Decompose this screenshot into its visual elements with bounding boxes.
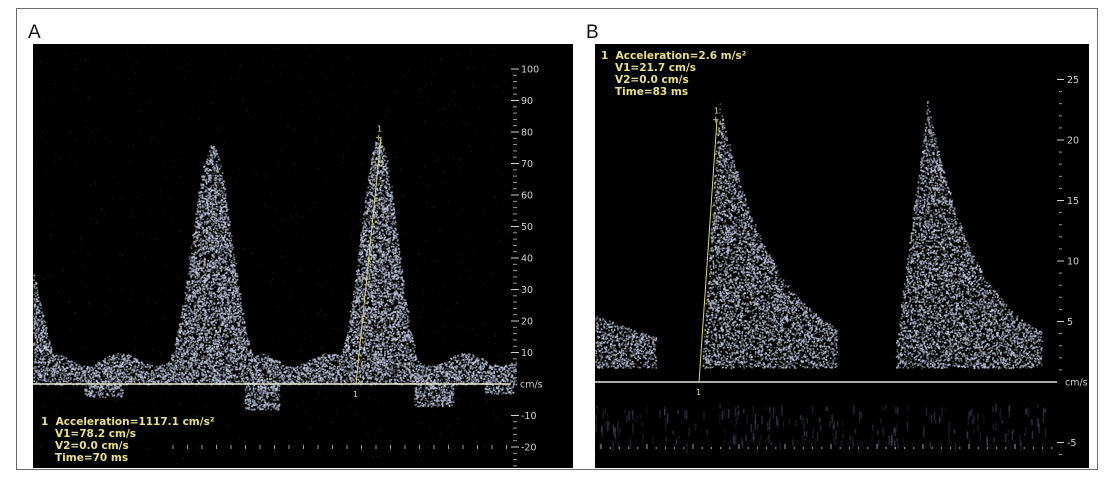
panel-a-time: Time=70 ms — [41, 452, 214, 464]
panel-b-tick-label: 20 — [1067, 136, 1079, 147]
panel-b-tick-label: 25 — [1067, 75, 1079, 86]
panel-a-tick-label: 50 — [521, 222, 533, 233]
panel-a-measurement-index: 1 — [41, 416, 48, 428]
panel-b-time-ticks — [600, 444, 1053, 449]
panel-a-axis-unit: cm/s — [520, 380, 543, 391]
panel-b-start-label: 1 — [696, 388, 701, 397]
panel-a-measurement-readout: 1 Acceleration=1117.1 cm/s² V1=78.2 cm/s… — [41, 416, 214, 464]
panel-a-tick-label: 10 — [521, 348, 533, 359]
panel-a-marker-cross: + — [375, 134, 383, 144]
panel-a-velocity-axis: 100 90 80 70 60 50 40 30 20 10 -10 -20 cm/s — [511, 65, 543, 467]
panel-a-tick-label: 70 — [521, 159, 533, 170]
panel-a-v2: V2=0.0 cm/s — [41, 440, 214, 452]
panel-b-acceleration: Acceleration=2.6 m/s² — [616, 50, 747, 62]
panel-b-tick-label: 5 — [1067, 317, 1073, 328]
panel-a-spectral-waveform — [33, 139, 518, 411]
panel-a-letter: A — [28, 22, 41, 44]
panel-b-tick-label: 10 — [1067, 257, 1079, 268]
panel-a-tick-label: 100 — [521, 65, 539, 76]
panel-a-background-noise — [33, 44, 513, 466]
panel-b-axis-unit: cm/s — [1065, 378, 1088, 389]
panel-b-time: Time=83 ms — [601, 86, 746, 98]
panel-a-tick-label: 30 — [521, 285, 533, 296]
panel-b-measurement-readout: 1 Acceleration=2.6 m/s² V1=21.7 cm/s V2=… — [601, 50, 746, 98]
panel-b-spectral-waveform — [595, 101, 1043, 370]
panel-a-acceleration: Acceleration=1117.1 cm/s² — [56, 416, 215, 428]
panel-b-marker-label: 1 — [714, 106, 719, 115]
panel-b-tick-label: 15 — [1067, 196, 1079, 207]
panel-a-tick-label: 60 — [521, 191, 533, 202]
panel-b-background-noise — [595, 404, 1047, 454]
panel-b-letter: B — [586, 22, 599, 44]
panel-b-velocity-axis: 25 20 15 10 5 -5 cm/s — [1057, 75, 1088, 456]
panel-a-tick-label: 90 — [521, 96, 533, 107]
panel-a-tick-label: 40 — [521, 254, 533, 265]
panel-b-doppler-image: 1 +1 25 20 15 10 5 -5 cm/s 1 Acceleration=2.6 m/… — [595, 44, 1089, 468]
panel-b-tick-label: -5 — [1067, 438, 1076, 449]
panel-b-measurement-index: 1 — [601, 50, 608, 62]
panel-a-doppler-image: 1 +1 100 90 80 70 60 50 40 30 20 10 -10 -20 cm/s 1 Acc… — [33, 44, 573, 468]
panel-a-v1: V1=78.2 cm/s — [41, 428, 214, 440]
panel-a-tick-label: 80 — [521, 128, 533, 139]
panel-a-tick-label: -20 — [521, 443, 537, 454]
panel-a-start-label: 1 — [353, 390, 358, 399]
panel-b-marker-cross: + — [712, 115, 720, 125]
panel-b-v1: V1=21.7 cm/s — [601, 62, 746, 74]
panel-a-time-ticks — [172, 445, 507, 449]
panel-a-marker-label: 1 — [377, 125, 382, 134]
panel-a-acceleration-line — [355, 137, 382, 385]
panel-a-tick-label: -10 — [521, 411, 537, 422]
panel-a-tick-label: 20 — [521, 317, 533, 328]
panel-b-acceleration-line — [698, 119, 718, 383]
panel-b-v2: V2=0.0 cm/s — [601, 74, 746, 86]
